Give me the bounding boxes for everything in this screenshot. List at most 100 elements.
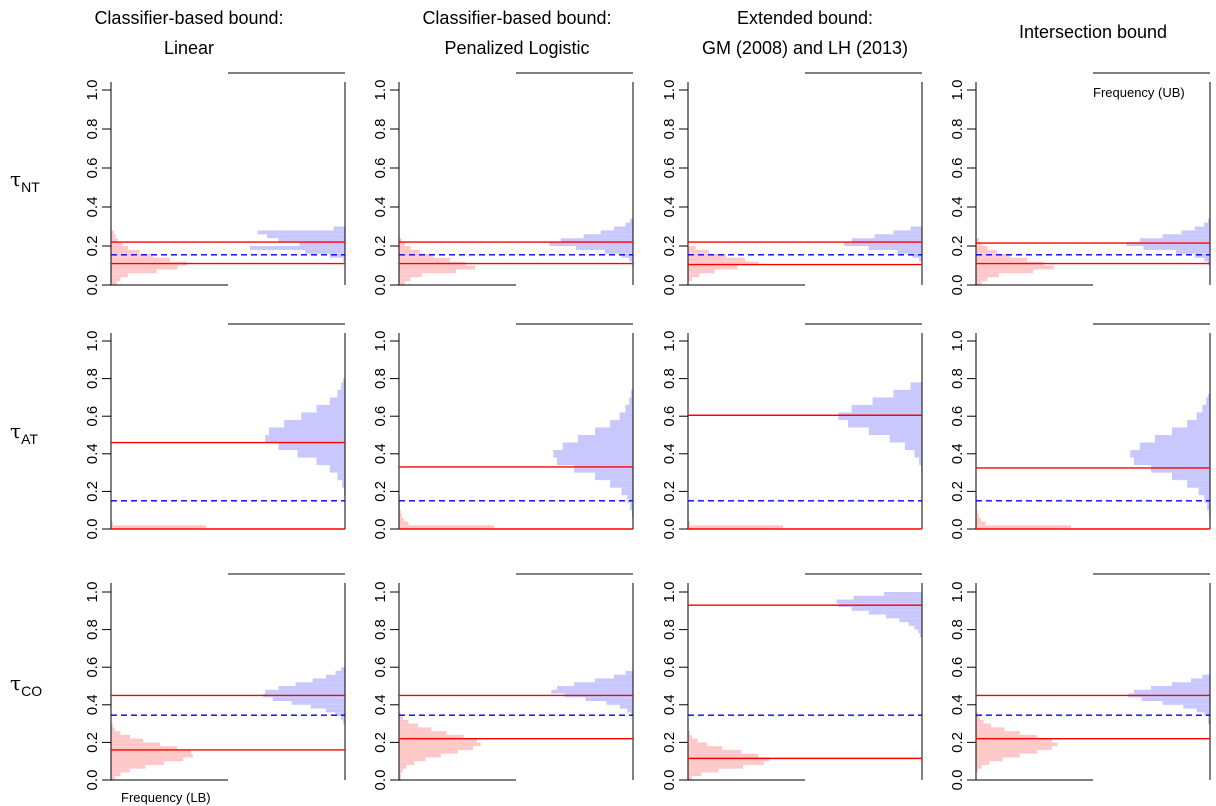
lb-hist-bar: [976, 749, 1037, 754]
lb-hist-bar: [399, 257, 451, 262]
ub-hist-bar: [899, 618, 922, 623]
lb-hist-bar: [399, 249, 420, 254]
lb-hist-bar: [399, 281, 405, 285]
ub-hist-bar: [912, 253, 922, 258]
ub-hist-bar: [1143, 246, 1210, 250]
lb-hist-bar: [399, 772, 401, 780]
lb-hist-bar: [111, 731, 121, 735]
lb-hist-bar: [976, 761, 990, 765]
ub-hist-bar: [576, 246, 633, 250]
column-title-2-line-2: Penalized Logistic: [444, 38, 589, 58]
lb-hist-bar: [399, 757, 426, 762]
ub-hist-bar: [1194, 226, 1210, 231]
y-tick-label: 0.0: [372, 519, 389, 540]
ub-hist-bar: [908, 622, 922, 626]
lb-hist-bar: [111, 727, 115, 732]
lb-hist-bar: [688, 521, 690, 526]
ub-hist-bar: [600, 230, 633, 235]
y-tick-label: 0.0: [661, 770, 678, 791]
ub-hist-bar: [1204, 495, 1210, 503]
ub-hist-bar: [343, 378, 345, 383]
lb-hist-bar: [399, 768, 403, 773]
lb-hist-bar: [399, 753, 441, 758]
ub-hist-bar: [305, 249, 345, 254]
panel-at-2: 0.0 0.2 0.4 0.6 0.8 1.0: [372, 323, 634, 540]
lb-hist-bar: [111, 761, 165, 765]
lb-hist-bar: [399, 246, 411, 250]
lb-hist-bar: [976, 277, 988, 282]
ub-hist-bar: [562, 442, 633, 451]
lb-hist-bar: [399, 746, 474, 750]
ub-hist-bar: [868, 610, 922, 615]
ub-hist-bar: [278, 238, 345, 243]
ub-hist-bar: [585, 697, 633, 702]
lb-hist-bar: [111, 265, 178, 270]
lb-hist-bar: [111, 257, 170, 262]
lb-hist-bar: [976, 253, 1011, 258]
lb-hist-bar: [976, 269, 1033, 274]
y-tick-label: 0.0: [84, 770, 101, 791]
y-tick-label: 0.4: [372, 694, 389, 715]
ub-hist-bar: [1208, 393, 1210, 398]
ub-hist-bar: [627, 708, 633, 713]
y-tick-label: 0.2: [661, 236, 678, 257]
ub-hist-bar: [610, 419, 633, 428]
y-tick-label: 0.6: [661, 406, 678, 427]
row-label-nt: τNT: [10, 167, 40, 195]
ub-hist-bar: [574, 682, 633, 686]
ub-hist-bar: [1194, 253, 1210, 258]
ub-hist-bar: [343, 719, 345, 724]
y-tick-label: 1.0: [949, 331, 966, 352]
panel-nt-2: 0.0 0.2 0.4 0.6 0.8 1.0: [372, 72, 634, 296]
y-tick-label: 0.4: [949, 197, 966, 218]
ub-hist-bar: [1126, 242, 1210, 246]
lb-hist-bar: [976, 731, 1020, 735]
ub-hist-bar: [853, 595, 922, 600]
y-tick-label: 0.4: [661, 694, 678, 715]
lb-hist-bar: [688, 757, 770, 762]
ub-hist-bar: [1187, 480, 1210, 488]
ub-hist-bar: [549, 242, 633, 246]
lb-hist-bar: [976, 510, 978, 514]
ub-hist-bar: [312, 678, 345, 683]
ub-hist-bar: [914, 625, 922, 630]
lb-hist-bar: [688, 525, 783, 529]
y-tick-label: 0.8: [661, 368, 678, 389]
y-tick-label: 1.0: [949, 80, 966, 101]
y-tick-label: 0.2: [949, 732, 966, 753]
ub-hist-bar: [872, 397, 922, 405]
ub-hist-bar: [297, 450, 345, 458]
y-tick-label: 1.0: [84, 331, 101, 352]
lb-hist-bar: [399, 716, 403, 720]
y-tick-label: 0.0: [949, 275, 966, 296]
ub-hist-bar: [1208, 716, 1210, 724]
ub-hist-bar: [904, 442, 922, 451]
lb-hist-bar: [688, 269, 715, 274]
panel-nt-1: 0.0 0.2 0.4 0.6 0.8 1.0: [84, 72, 346, 295]
ub-hist-bar: [316, 457, 345, 466]
ub-hist-bar: [278, 442, 345, 451]
y-tick-label: 0.0: [372, 275, 389, 296]
ub-hist-bar: [595, 678, 633, 683]
ub-hist-bar: [1151, 465, 1210, 473]
y-tick-label: 0.2: [84, 732, 101, 753]
ub-hist-bar: [629, 257, 633, 262]
ub-hist-bar: [557, 686, 633, 690]
row-label-subscript: CO: [21, 683, 42, 699]
ub-hist-bar: [1162, 234, 1210, 239]
ub-hist-bar: [630, 218, 633, 223]
ub-hist-bar: [341, 716, 345, 720]
y-tick-label: 0.6: [372, 158, 389, 179]
y-tick-label: 0.4: [949, 443, 966, 464]
ub-hist-bar: [1172, 472, 1210, 481]
y-tick-label: 0.4: [372, 197, 389, 218]
ub-hist-bar: [625, 222, 633, 227]
ub-hist-bar: [619, 412, 633, 420]
y-tick-label: 0.6: [949, 406, 966, 427]
lb-hist-bar: [111, 273, 129, 278]
ub-hist-bar: [918, 629, 922, 634]
ub-hist-bar: [1191, 678, 1210, 683]
ub-hist-bar: [574, 465, 633, 473]
lb-hist-bar: [111, 768, 130, 773]
